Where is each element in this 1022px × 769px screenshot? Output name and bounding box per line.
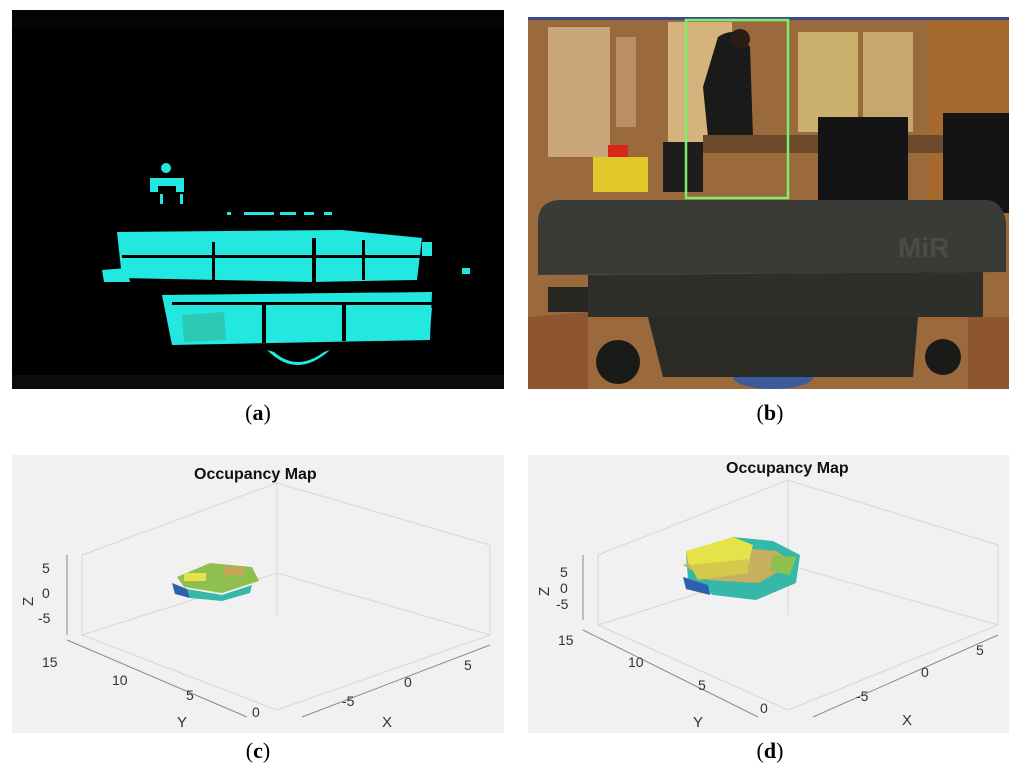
robot-scene-photo: MiR: [528, 17, 1009, 389]
occupancy-map-c: Occupancy Map 5 0 -5 Z 15 10 5 0 Y 5: [12, 455, 504, 733]
robot-logo-text: MiR: [898, 232, 949, 263]
z-tick: 5: [42, 560, 50, 576]
y-tick: 10: [112, 672, 128, 688]
plot-title: Occupancy Map: [726, 460, 849, 477]
y-tick: 15: [42, 654, 58, 670]
y-tick: 5: [186, 687, 194, 703]
y-tick: 0: [252, 704, 260, 720]
z-axis-label: Z: [536, 587, 553, 596]
depth-point-cloud: [12, 10, 504, 389]
x-tick: 5: [976, 642, 984, 658]
x-tick: 0: [921, 664, 929, 680]
z-tick: -5: [38, 610, 51, 626]
plot-title: Occupancy Map: [194, 466, 317, 483]
x-tick: 5: [464, 657, 472, 673]
y-tick: 10: [628, 654, 644, 670]
x-tick: -5: [342, 693, 355, 709]
x-axis-label: X: [902, 712, 912, 729]
y-tick: 5: [698, 677, 706, 693]
z-tick: 0: [560, 580, 568, 596]
z-tick: -5: [556, 596, 569, 612]
x-tick: -5: [856, 688, 869, 704]
y-axis-label: Y: [177, 714, 187, 731]
caption-a: (a): [245, 400, 271, 425]
y-tick: 0: [760, 700, 768, 716]
caption-b: (b): [756, 400, 784, 425]
person-bounding-box: [684, 18, 790, 200]
occupancy-map-d: Occupancy Map 5 0 -5 Z 15 10 5 0 Y 5: [528, 455, 1009, 733]
y-axis-label: Y: [693, 714, 703, 731]
x-tick: 0: [404, 674, 412, 690]
occupancy-map-3d-plot: Occupancy Map 5 0 -5 Z 15 10 5 0 Y 5: [536, 460, 999, 731]
rgb-photo-panel: MiR: [528, 17, 1009, 389]
depth-image-panel: [12, 10, 504, 389]
caption-d: (d): [756, 738, 784, 763]
z-axis-label: Z: [20, 597, 37, 606]
x-axis-label: X: [382, 714, 392, 731]
caption-c: (c): [245, 738, 271, 763]
z-tick: 5: [560, 564, 568, 580]
y-tick: 15: [558, 632, 574, 648]
z-tick: 0: [42, 585, 50, 601]
occupancy-map-3d-plot: Occupancy Map 5 0 -5 Z 15 10 5 0 Y 5: [20, 466, 491, 731]
